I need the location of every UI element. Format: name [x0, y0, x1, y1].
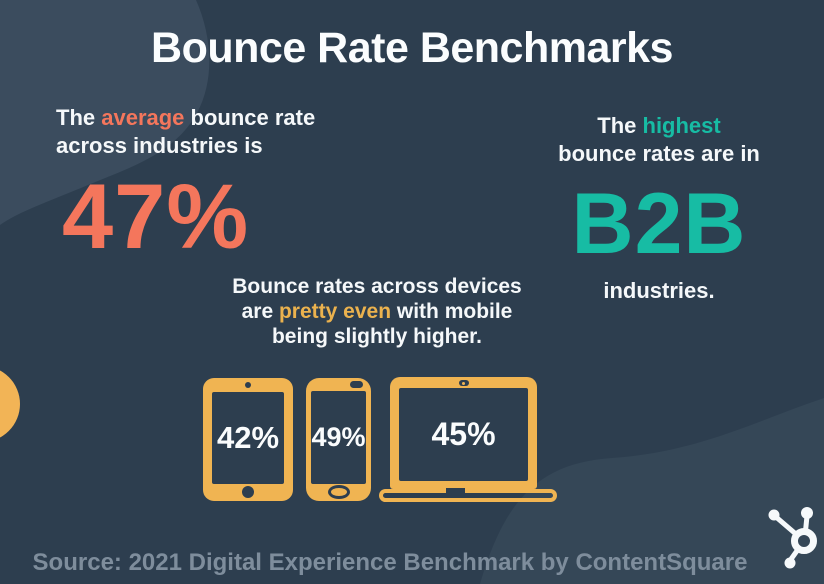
- page-title: Bounce Rate Benchmarks: [151, 24, 673, 72]
- devices-note-line2-post: with mobile: [391, 300, 513, 323]
- accent-circle: [0, 370, 20, 438]
- tablet-home-button: [242, 486, 254, 498]
- average-stat-line2: across industries is: [56, 133, 263, 158]
- highest-highlight: highest: [642, 113, 721, 138]
- devices-note-line3: being slightly higher.: [271, 325, 483, 348]
- average-highlight: average: [101, 105, 185, 130]
- smartphone-icon: 49%: [306, 378, 371, 501]
- tablet-screen: 42%: [212, 392, 284, 484]
- average-stat-line1: The average bounce rate: [56, 104, 356, 132]
- tablet-icon: 42%: [203, 378, 293, 501]
- source-credit: Source: 2021 Digital Experience Benchmar…: [32, 549, 748, 576]
- background-wave: [480, 398, 824, 584]
- laptop-base-notch: [446, 488, 465, 494]
- highest-stat-line1: The highest: [518, 112, 800, 140]
- average-line1-post: bounce rate: [184, 105, 316, 130]
- mobile-bounce-rate: 49%: [311, 422, 366, 452]
- laptop-base: [379, 489, 557, 502]
- devices-note: Bounce rates across devices are pretty e…: [187, 274, 567, 349]
- laptop-camera-dot: [458, 380, 469, 386]
- devices-note-highlight: pretty even: [278, 300, 392, 323]
- devices-note-line2-pre: are: [241, 300, 279, 323]
- phone-camera-dot: [350, 381, 363, 388]
- devices-note-line1: Bounce rates across devices: [232, 275, 522, 298]
- laptop-bounce-rate: 45%: [431, 416, 496, 452]
- highest-stat-line3: industries.: [603, 278, 715, 303]
- highest-line1-pre: The: [597, 113, 643, 138]
- tablet-camera-dot: [245, 382, 251, 388]
- background-blob: [0, 0, 210, 225]
- devices-note-line2: are pretty even with mobile: [187, 299, 567, 324]
- laptop-screen: 45%: [399, 388, 528, 481]
- phone-screen: 49%: [311, 391, 366, 484]
- highest-stat-line2: bounce rates are in: [558, 141, 760, 166]
- average-value: 47%: [62, 166, 250, 268]
- tablet-bounce-rate: 42%: [216, 420, 280, 455]
- highest-value: B2B: [571, 176, 747, 272]
- average-line1-pre: The: [56, 105, 102, 130]
- phone-home-button: [327, 485, 350, 499]
- laptop-camera-lens: [462, 381, 465, 385]
- highest-stat: The highest bounce rates are in B2B indu…: [518, 112, 800, 304]
- laptop-icon: 45%: [390, 377, 537, 489]
- average-stat: The average bounce rate across industrie…: [56, 104, 356, 263]
- hubspot-sprocket-icon: [768, 507, 817, 569]
